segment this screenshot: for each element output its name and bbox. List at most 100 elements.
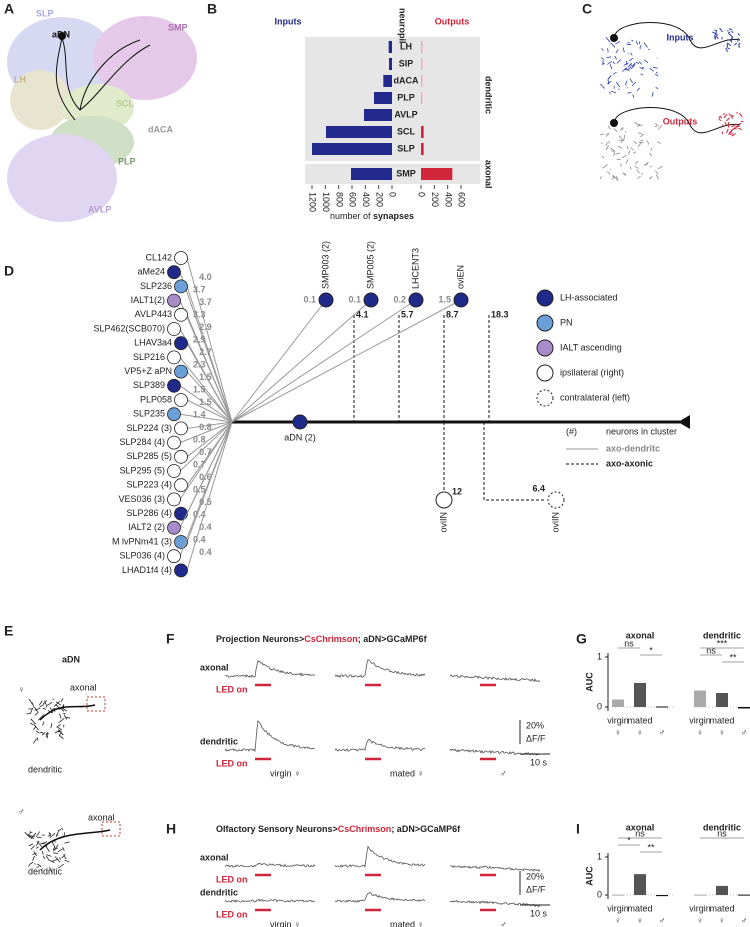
dendrite bbox=[612, 71, 617, 75]
connection bbox=[179, 421, 233, 500]
dendrite bbox=[623, 134, 626, 140]
connection-weight: 3.3 bbox=[193, 310, 206, 320]
source-name: aMe24 bbox=[137, 267, 165, 277]
source-name: SLP284 (4) bbox=[119, 437, 165, 447]
target-node bbox=[318, 292, 334, 308]
neuron-branch bbox=[30, 845, 36, 850]
dendrite bbox=[605, 145, 610, 151]
bar bbox=[694, 690, 706, 707]
axon bbox=[726, 47, 730, 50]
dendrite bbox=[606, 171, 611, 175]
male-symbol: ♂ bbox=[18, 806, 25, 816]
condition-label: mated bbox=[709, 715, 734, 725]
axon bbox=[728, 113, 733, 117]
sex-label: ♂ bbox=[659, 727, 666, 737]
panel-letter: D bbox=[4, 263, 14, 279]
dendrite bbox=[621, 138, 624, 144]
scale-label: 10 s bbox=[530, 908, 548, 918]
connection bbox=[186, 421, 233, 571]
neuron-skeleton bbox=[614, 22, 741, 49]
neuron-branch bbox=[56, 723, 62, 728]
neuron-branch bbox=[36, 840, 43, 847]
neuron-branch bbox=[30, 707, 34, 714]
source-node bbox=[174, 279, 188, 294]
output-weight: 5.7 bbox=[401, 309, 414, 319]
dendrite bbox=[613, 128, 618, 133]
source-name: SLP285 (5) bbox=[126, 451, 172, 461]
dendrite bbox=[630, 64, 636, 70]
axon bbox=[716, 36, 719, 40]
output-weight: 8.7 bbox=[446, 309, 459, 319]
neuron-branch bbox=[32, 855, 35, 861]
condition-label: mated bbox=[709, 903, 734, 913]
axon bbox=[738, 112, 743, 118]
neuron-branch bbox=[39, 704, 44, 708]
dendrite bbox=[600, 57, 605, 60]
key-label: axo-dendritc bbox=[606, 443, 660, 453]
dendrite bbox=[610, 42, 616, 48]
dendrite bbox=[614, 55, 617, 60]
axon bbox=[726, 42, 732, 47]
axon bbox=[731, 133, 736, 137]
axon bbox=[738, 42, 741, 45]
dendrite bbox=[629, 78, 634, 84]
led-label: LED on bbox=[216, 684, 248, 694]
source-node bbox=[174, 563, 188, 578]
neuron-branch bbox=[36, 737, 39, 741]
neuron-branch bbox=[55, 704, 60, 708]
sex-label: ♀ bbox=[719, 915, 726, 925]
response-trace bbox=[334, 658, 426, 678]
target-node bbox=[363, 292, 379, 308]
outputs-title: Outputs bbox=[435, 16, 470, 26]
neuron-branch bbox=[42, 707, 47, 710]
dendrite bbox=[605, 37, 611, 43]
dendrite bbox=[623, 172, 627, 176]
dendrite bbox=[610, 147, 616, 152]
connection-weight: 0.4 bbox=[193, 534, 206, 544]
panel-letter: G bbox=[576, 631, 587, 647]
axon bbox=[723, 114, 728, 119]
source-node bbox=[167, 322, 181, 336]
group-label: axonal bbox=[626, 630, 655, 640]
output-weight: 18.3 bbox=[491, 309, 509, 319]
dendrite bbox=[636, 40, 638, 45]
bar bbox=[634, 874, 646, 895]
axon bbox=[725, 48, 729, 52]
dendritic-label: dendritic bbox=[484, 76, 494, 114]
dendrite bbox=[631, 39, 634, 42]
neuron-branch bbox=[40, 842, 45, 845]
neuron-branch bbox=[58, 732, 61, 737]
axon bbox=[726, 128, 729, 134]
dendrite bbox=[640, 73, 644, 76]
panel-title: Olfactory Sensory Neurons>CsChrimson; aD… bbox=[216, 824, 461, 834]
neuron-branch bbox=[58, 718, 65, 724]
connection bbox=[179, 421, 233, 529]
neuron-branch bbox=[61, 854, 66, 859]
dendrite bbox=[634, 121, 640, 126]
neuron-branch bbox=[43, 855, 45, 860]
e-title: aDN bbox=[62, 654, 80, 664]
neuron-branch bbox=[55, 830, 59, 838]
neuron-branch bbox=[45, 855, 50, 861]
inputs-title: Inputs bbox=[275, 16, 302, 26]
axon bbox=[721, 37, 723, 40]
neuron-branch bbox=[53, 844, 59, 851]
source-name: VP5+Z aPN bbox=[124, 366, 172, 376]
source-name: SLP462(SCB070) bbox=[93, 323, 165, 333]
condition-label: virgin bbox=[607, 715, 629, 725]
neuron-branch bbox=[53, 700, 61, 707]
bar bbox=[612, 699, 624, 707]
output-weight: 4.1 bbox=[356, 309, 369, 319]
dendrite bbox=[608, 141, 611, 144]
bar bbox=[738, 707, 750, 709]
neuron-branch bbox=[42, 721, 45, 726]
dendrite bbox=[607, 75, 612, 81]
neuron-branch bbox=[24, 831, 31, 839]
neuron-branch bbox=[54, 729, 61, 734]
region-label: SMP bbox=[168, 22, 188, 32]
response-trace bbox=[224, 862, 316, 868]
condition-label: virgin ♀ bbox=[270, 919, 301, 927]
target-name: LHCENT3 bbox=[410, 248, 420, 289]
source-node bbox=[167, 293, 181, 308]
dendrite bbox=[636, 87, 640, 92]
